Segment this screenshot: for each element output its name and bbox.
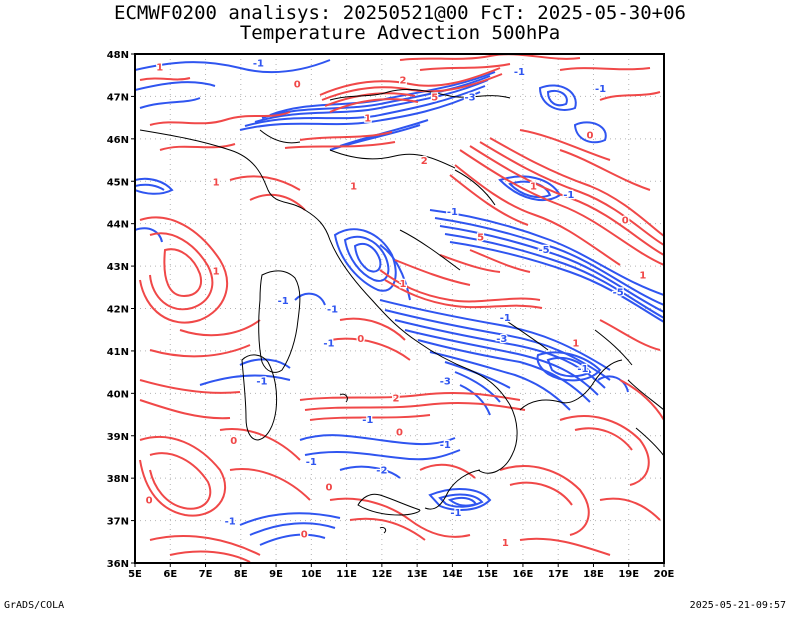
contour-label: -2 bbox=[376, 466, 387, 477]
contour-label: 1 bbox=[213, 177, 220, 188]
contour-label: -3 bbox=[440, 377, 451, 388]
lat-tick-label: 44N bbox=[107, 220, 129, 231]
contour-label: 1 bbox=[213, 266, 220, 277]
contour-label: 5 bbox=[431, 92, 438, 103]
coastlines-and-borders bbox=[139, 88, 664, 534]
contour-label: 1 bbox=[530, 181, 537, 192]
contour-label: 0 bbox=[301, 529, 308, 540]
lon-tick-label: 9E bbox=[269, 569, 283, 580]
axis-ticks: 5E 6E 7E 8E 9E 10E 11E 12E 13E 14E 15E 16E 17E 18E 19E… bbox=[107, 50, 675, 580]
contour-label: 0 bbox=[146, 495, 153, 506]
lon-tick-label: 5E bbox=[128, 569, 142, 580]
contour-label: 5 bbox=[477, 232, 484, 243]
lat-tick-label: 43N bbox=[107, 262, 129, 273]
contour-label: 0 bbox=[622, 215, 629, 226]
contour-label: -3 bbox=[496, 334, 507, 345]
contour-label: 2 bbox=[400, 75, 407, 86]
contour-label: 2 bbox=[421, 156, 428, 167]
render-timestamp: 2025-05-21-09:57 bbox=[689, 600, 786, 611]
cold-advection-contours bbox=[135, 59, 664, 546]
lon-tick-label: 12E bbox=[371, 569, 392, 580]
contour-label: -1 bbox=[577, 364, 588, 375]
contour-label: -5 bbox=[539, 245, 550, 256]
lat-tick-label: 41N bbox=[107, 347, 129, 358]
lon-tick-label: 10E bbox=[301, 569, 322, 580]
lon-tick-label: 18E bbox=[583, 569, 604, 580]
contour-label: -1 bbox=[327, 305, 338, 316]
lat-tick-label: 40N bbox=[107, 389, 129, 400]
software-credit: GrADS/COLA bbox=[4, 600, 65, 611]
contour-label: 2 bbox=[392, 394, 399, 405]
lon-tick-label: 6E bbox=[163, 569, 177, 580]
contour-label: 1 bbox=[639, 271, 646, 282]
contour-label: -1 bbox=[450, 508, 461, 519]
lat-tick-label: 36N bbox=[107, 559, 129, 570]
lon-tick-label: 14E bbox=[442, 569, 463, 580]
contour-label: -1 bbox=[256, 377, 267, 388]
contour-label: -1 bbox=[514, 67, 525, 78]
lon-tick-label: 20E bbox=[654, 569, 675, 580]
contour-label: -1 bbox=[362, 415, 373, 426]
lon-tick-label: 15E bbox=[477, 569, 498, 580]
contour-label: -1 bbox=[563, 190, 574, 201]
lon-tick-label: 19E bbox=[618, 569, 639, 580]
contour-label: 1 bbox=[364, 114, 371, 125]
contour-label: -5 bbox=[613, 288, 624, 299]
contour-label: 0 bbox=[230, 436, 237, 447]
contour-label: 0 bbox=[586, 131, 593, 142]
contour-label: -1 bbox=[278, 296, 289, 307]
lat-tick-label: 47N bbox=[107, 92, 129, 103]
chart-subtitle: Temperature Advection 500hPa bbox=[239, 22, 561, 44]
contour-label: -3 bbox=[464, 92, 475, 103]
lon-tick-label: 11E bbox=[336, 569, 357, 580]
contour-label: -1 bbox=[595, 84, 606, 95]
contour-label: -1 bbox=[323, 338, 334, 349]
contour-label: -1 bbox=[306, 457, 317, 468]
lat-tick-label: 48N bbox=[107, 50, 129, 61]
lat-tick-label: 37N bbox=[107, 517, 129, 528]
contour-label: -1 bbox=[447, 207, 458, 218]
lat-tick-label: 42N bbox=[107, 305, 129, 316]
lon-tick-label: 8E bbox=[234, 569, 248, 580]
contour-label: 0 bbox=[357, 334, 364, 345]
contour-label: -1 bbox=[500, 313, 511, 324]
contour-label: 1 bbox=[572, 338, 579, 349]
lat-tick-label: 46N bbox=[107, 135, 129, 146]
contour-label: -1 bbox=[440, 440, 451, 451]
contour-labels: 1 0 -1 2 5 1 -3 -1 0 -1 1 2 1 -1 1 -1 0 5 -5 1 -5 1 -1 -1 1 0 -1 -1… bbox=[144, 57, 647, 550]
contour-label: -1 bbox=[225, 517, 236, 528]
lon-tick-label: 16E bbox=[513, 569, 534, 580]
contour-label: 1 bbox=[502, 538, 509, 549]
contour-label: 0 bbox=[294, 80, 301, 91]
lat-tick-label: 38N bbox=[107, 474, 129, 485]
warm-advection-contours bbox=[139, 54, 664, 563]
contour-label: -1 bbox=[253, 58, 264, 69]
chart-title: ECMWF0200 analisys: 20250521@00 FcT: 202… bbox=[114, 2, 686, 24]
contour-label: 1 bbox=[350, 181, 357, 192]
contour-label: 1 bbox=[156, 63, 163, 74]
lon-tick-label: 17E bbox=[548, 569, 569, 580]
contour-label: 1 bbox=[400, 279, 407, 290]
lat-tick-label: 39N bbox=[107, 432, 129, 443]
contour-label: 0 bbox=[325, 483, 332, 494]
contour-label: 0 bbox=[396, 428, 403, 439]
lat-tick-label: 45N bbox=[107, 177, 129, 188]
lon-tick-label: 13E bbox=[407, 569, 428, 580]
lon-tick-label: 7E bbox=[199, 569, 213, 580]
